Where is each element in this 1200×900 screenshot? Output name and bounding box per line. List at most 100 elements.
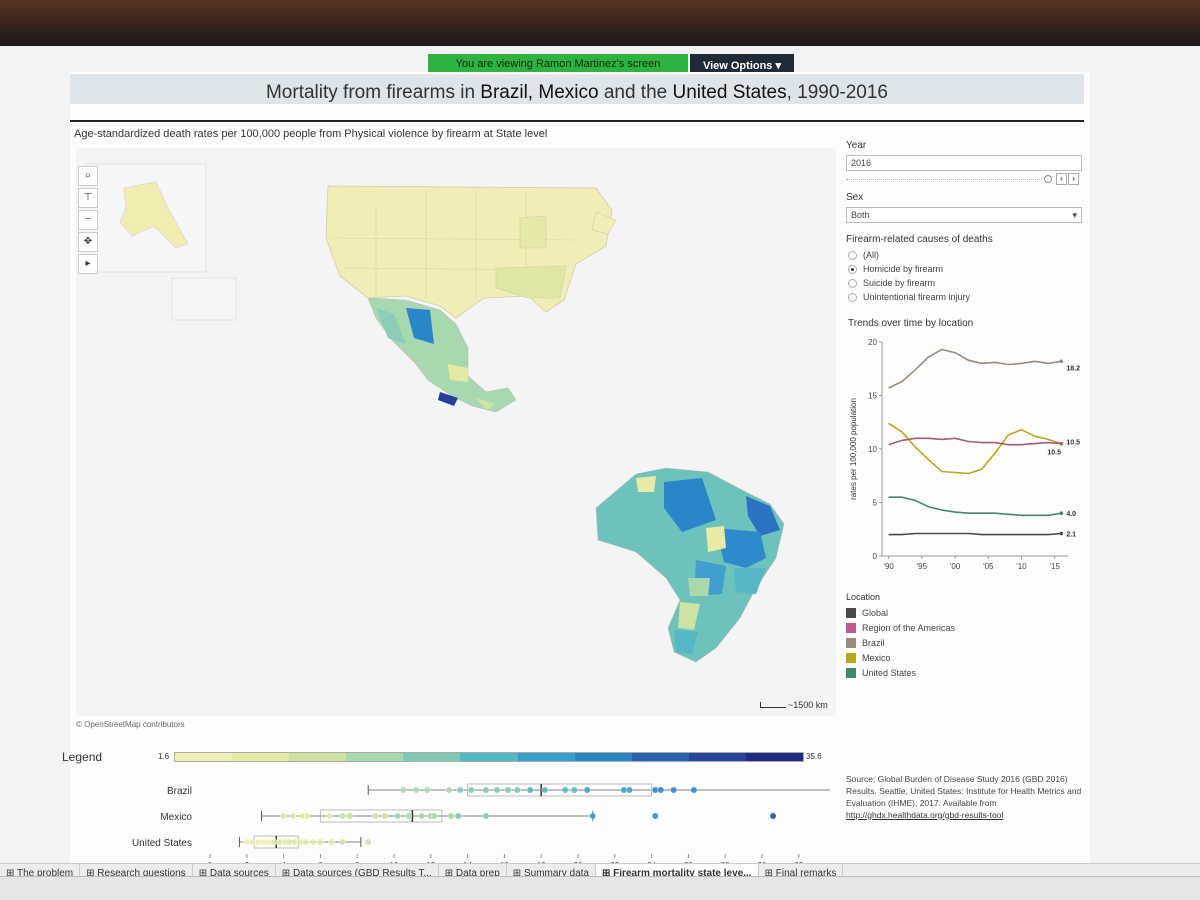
boxplot-point[interactable] xyxy=(399,786,407,794)
series-end-point[interactable] xyxy=(1059,511,1064,515)
boxplot-point[interactable] xyxy=(670,786,678,794)
boxplot-point[interactable] xyxy=(456,786,464,794)
boxplot-point[interactable] xyxy=(364,838,372,846)
sheet-tab[interactable]: ⊞ Research questions xyxy=(80,864,193,885)
sex-dropdown[interactable]: Both ▾ xyxy=(846,207,1082,223)
boxplot-point[interactable] xyxy=(316,838,324,846)
location-legend-label: Brazil xyxy=(862,637,885,648)
boxplot-point[interactable] xyxy=(372,812,379,820)
sheet-grid-icon: ⊞ xyxy=(444,868,456,879)
boxplot-point[interactable] xyxy=(309,838,317,846)
boxplot-point[interactable] xyxy=(339,838,346,846)
boxplot-point[interactable] xyxy=(418,812,425,820)
play-icon[interactable]: ▸ xyxy=(78,254,98,274)
radio-button[interactable] xyxy=(848,250,857,260)
boxplot-point[interactable] xyxy=(541,786,549,794)
boxplot-point[interactable] xyxy=(431,812,438,820)
location-legend-title: Location xyxy=(846,592,881,602)
source-link[interactable]: http://ghdx.healthdata.org/gbd-results-t… xyxy=(846,809,1004,820)
cause-option-label: Suicide by firearm xyxy=(863,278,936,288)
boxplot-point[interactable] xyxy=(304,812,311,820)
slider-handle[interactable] xyxy=(1044,175,1052,183)
sheet-tab-label: The problem xyxy=(16,868,74,879)
boxplot-point[interactable] xyxy=(493,786,501,794)
boxplot-point[interactable] xyxy=(394,812,402,820)
boxplot-point[interactable] xyxy=(412,786,420,794)
series-line[interactable] xyxy=(888,532,1062,536)
boxplot-point[interactable] xyxy=(454,812,462,820)
legend-color-step xyxy=(574,753,632,761)
boxplot-point[interactable] xyxy=(339,812,346,820)
series-line[interactable] xyxy=(888,496,1062,517)
boxplot-point[interactable] xyxy=(280,812,288,820)
boxplot-point[interactable] xyxy=(482,812,490,820)
location-legend-item[interactable]: Brazil xyxy=(846,635,955,650)
sheet-tab[interactable]: ⊞ Data sources (GBD Results T... xyxy=(276,864,439,885)
legend-swatch xyxy=(846,607,856,618)
location-legend-item[interactable]: Mexico xyxy=(846,650,955,665)
boxplot-point[interactable] xyxy=(657,786,665,794)
boxplot-point[interactable] xyxy=(381,812,389,820)
series-line[interactable] xyxy=(888,437,1062,446)
series-end-point[interactable] xyxy=(1059,359,1064,364)
boxplot-point[interactable] xyxy=(589,812,597,820)
boxplot-point[interactable] xyxy=(651,812,659,820)
sheet-tab[interactable]: ⊞ Summary data xyxy=(507,864,596,885)
boxplot-point[interactable] xyxy=(482,786,490,794)
search-icon[interactable]: ⌕ xyxy=(78,166,98,186)
zoom-out-icon[interactable]: − xyxy=(78,210,98,230)
boxplot-point[interactable] xyxy=(326,812,333,820)
boxplot-point[interactable] xyxy=(447,812,455,820)
legend-color-bar xyxy=(174,752,804,762)
radio-button[interactable] xyxy=(848,278,857,288)
series-end-point[interactable] xyxy=(1059,441,1064,446)
boxplot-point[interactable] xyxy=(445,786,453,794)
location-legend-item[interactable]: Global xyxy=(846,605,955,620)
sex-label: Sex xyxy=(846,192,864,203)
chevron-left-icon: ‹ xyxy=(1060,174,1063,183)
boxplot-point[interactable] xyxy=(467,786,475,794)
cause-option[interactable]: Unintentional firearm injury xyxy=(846,290,993,304)
boxplot-point[interactable] xyxy=(769,812,777,820)
sheet-tab[interactable]: ⊞ The problem xyxy=(0,864,81,885)
boxplot-point[interactable] xyxy=(561,786,569,794)
boxplot-point[interactable] xyxy=(526,786,534,794)
radio-button[interactable] xyxy=(848,292,857,302)
boxplot-point[interactable] xyxy=(423,786,431,794)
sheet-tab[interactable]: ⊞ Data sources xyxy=(193,864,276,885)
boxplot-point[interactable] xyxy=(289,812,297,820)
series-end-point[interactable] xyxy=(1059,531,1064,536)
sheet-tab[interactable]: ⊞ Final remarks xyxy=(759,864,844,885)
series-line[interactable] xyxy=(888,422,1062,475)
boxplot-point[interactable] xyxy=(328,838,335,846)
boxplot-point[interactable] xyxy=(302,838,310,846)
boxplot-point[interactable] xyxy=(346,812,354,820)
boxplot-point[interactable] xyxy=(690,786,698,794)
year-field[interactable]: 2016 xyxy=(846,155,1082,171)
y-tick-label: 0 xyxy=(873,552,878,561)
year-slider[interactable]: ‹ › xyxy=(846,173,1082,187)
legend-min: 1.6 xyxy=(158,752,170,761)
boxplot-point[interactable] xyxy=(626,786,633,794)
boxplot-point[interactable] xyxy=(405,812,413,820)
boxplot-box xyxy=(467,783,653,797)
location-legend-item[interactable]: United States xyxy=(846,665,955,680)
x-tick-label: '15 xyxy=(1049,562,1060,571)
series-end-label: 4.0 xyxy=(1066,511,1076,518)
boxplot-point[interactable] xyxy=(513,786,521,794)
pin-icon[interactable]: ⊤ xyxy=(78,188,98,208)
sheet-tab[interactable]: ⊞ Data prep xyxy=(439,864,507,885)
boxplot-point[interactable] xyxy=(570,786,578,794)
boxplot-point[interactable] xyxy=(504,786,512,794)
cause-option[interactable]: Homicide by firearm xyxy=(846,262,993,276)
next-year-button[interactable]: › xyxy=(1068,173,1079,185)
pan-icon[interactable]: ✥ xyxy=(78,232,98,252)
choropleth-map[interactable] xyxy=(76,148,836,716)
cause-option[interactable]: (All) xyxy=(846,248,993,262)
cause-option[interactable]: Suicide by firearm xyxy=(846,276,993,290)
location-legend-item[interactable]: Region of the Americas xyxy=(846,620,955,635)
prev-year-button[interactable]: ‹ xyxy=(1056,173,1067,185)
boxplot-point[interactable] xyxy=(583,786,591,794)
series-line[interactable] xyxy=(888,348,1062,389)
radio-button[interactable] xyxy=(848,264,857,274)
